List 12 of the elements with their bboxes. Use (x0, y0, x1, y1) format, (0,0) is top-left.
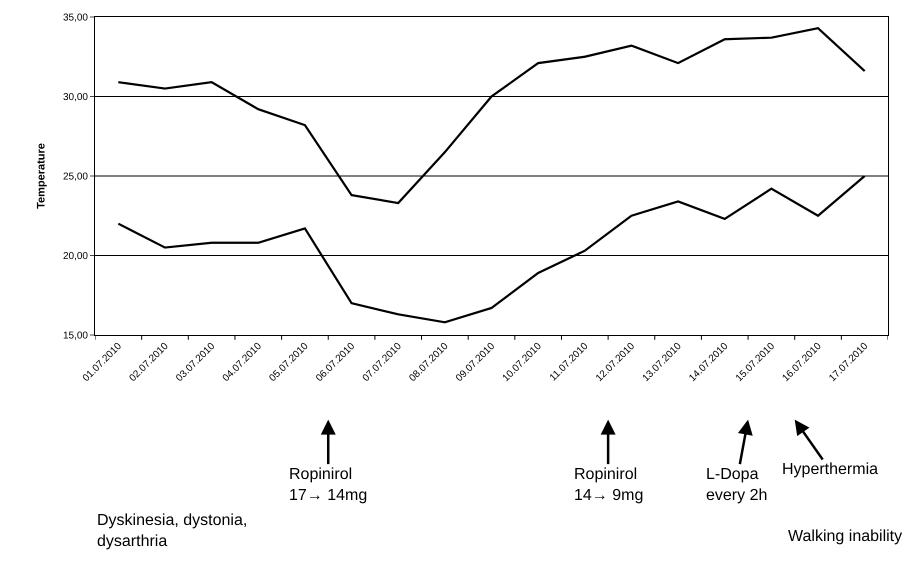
text: L-Dopa every 2h (706, 466, 768, 504)
text: Ropinirol 14→ 9mg (574, 466, 644, 504)
y-tick-label: 25,00 (62, 172, 88, 182)
y-axis-title: Temperature (36, 143, 48, 209)
y-tick-label: 35,00 (62, 12, 88, 24)
text: Walking inability (788, 528, 902, 545)
y-tick-label: 20,00 (62, 251, 88, 262)
y-tick-label: 30,00 (62, 92, 88, 103)
y-tick-label: 15,00 (62, 330, 88, 342)
text: Hyperthermia (782, 461, 878, 478)
text: Ropinirol 17→ 14mg (289, 466, 368, 504)
text: Dyskinesia, dystonia, dysarthria (97, 512, 248, 550)
